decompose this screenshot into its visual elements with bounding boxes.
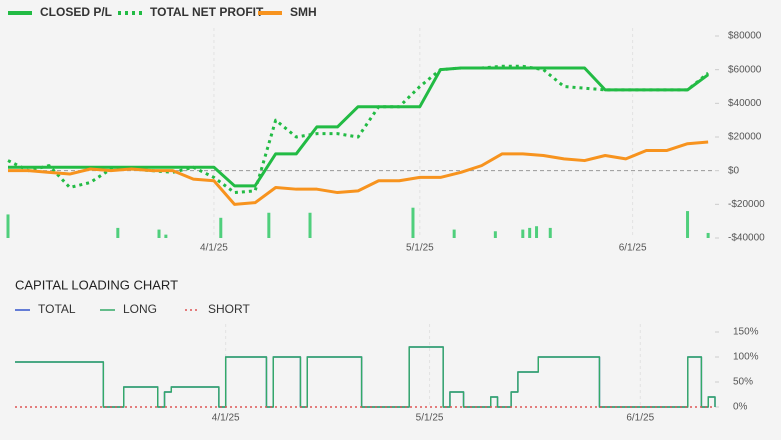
y-tick-label: -$20000: [728, 199, 765, 210]
bar: [411, 207, 415, 238]
bar: [267, 212, 271, 238]
bar: [686, 211, 690, 238]
y-tick-label: 0%: [733, 402, 748, 413]
bar: [219, 217, 223, 238]
y-tick-label: $40000: [728, 98, 762, 109]
x-tick-label: 5/1/25: [416, 413, 444, 424]
series-line: [8, 140, 709, 206]
bar: [706, 232, 710, 238]
legend-label: SHORT: [208, 302, 250, 316]
bar: [548, 227, 552, 238]
bar: [493, 231, 497, 238]
bar: [452, 229, 456, 238]
y-tick-label: 50%: [733, 377, 753, 388]
legend-label: SMH: [290, 5, 317, 19]
y-tick-label: 100%: [733, 352, 759, 363]
bar: [164, 234, 168, 238]
bar: [308, 212, 312, 238]
series-line: [8, 66, 710, 188]
y-tick-label: $0: [728, 165, 740, 176]
bar: [157, 229, 161, 238]
x-tick-label: 4/1/25: [200, 243, 228, 254]
bar: [6, 214, 10, 238]
y-tick-label: $20000: [728, 132, 762, 143]
series-line: [15, 346, 716, 408]
y-tick-label: 150%: [733, 327, 759, 338]
legend-label: CLOSED P/L: [40, 5, 112, 19]
x-tick-label: 6/1/25: [626, 413, 654, 424]
bar: [116, 227, 120, 238]
bar: [535, 226, 539, 238]
series-line: [7, 64, 710, 195]
x-tick-label: 4/1/25: [212, 413, 240, 424]
bar: [521, 229, 525, 238]
legend-label: TOTAL NET PROFIT: [150, 5, 264, 19]
y-tick-label: -$40000: [728, 233, 765, 244]
y-tick-label: $80000: [728, 31, 762, 42]
y-tick-label: $60000: [728, 64, 762, 75]
legend-label: TOTAL: [38, 302, 76, 316]
x-tick-label: 5/1/25: [406, 243, 434, 254]
chart-title: CAPITAL LOADING CHART: [15, 277, 178, 292]
legend-label: LONG: [123, 302, 157, 316]
series-line: [15, 346, 716, 408]
x-tick-label: 6/1/25: [619, 243, 647, 254]
bar: [528, 227, 532, 238]
